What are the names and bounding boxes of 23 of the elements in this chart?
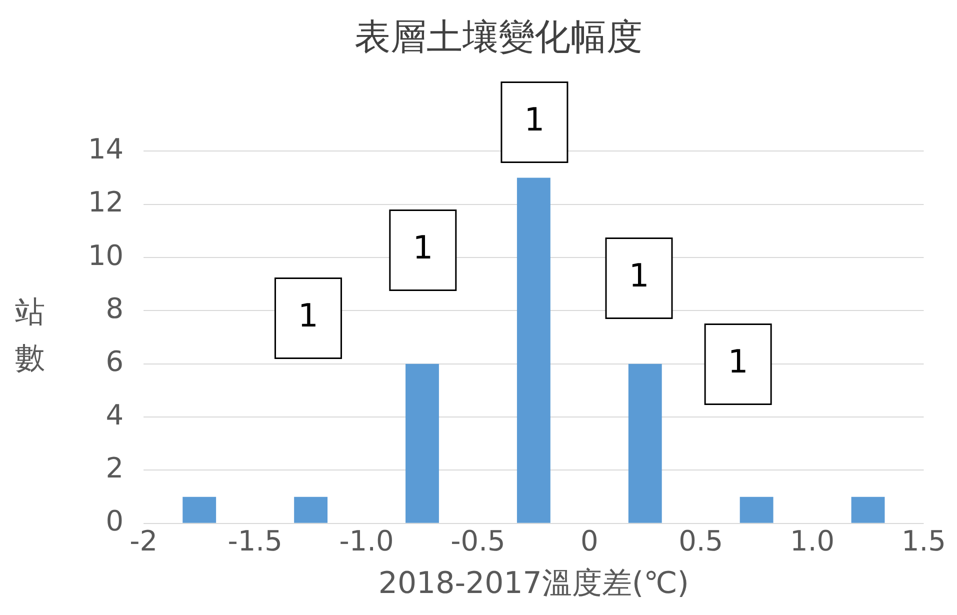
x-tick-label: 1.0	[790, 524, 835, 558]
annotation: 1	[628, 256, 650, 295]
chart-title: 表層土壤變化幅度	[354, 16, 642, 58]
annotation: 1	[298, 296, 318, 335]
y-tick-label: 10	[88, 238, 124, 272]
x-tick-label: -2	[130, 524, 158, 558]
x-axis-title: 2018-2017溫度差(℃)	[378, 566, 689, 601]
x-tick-label: -1.5	[228, 524, 282, 558]
y-tick-label: 2	[106, 452, 124, 485]
y-tick-label: 4	[106, 398, 124, 432]
annotation: 1	[412, 228, 434, 267]
x-tick-label: -1.0	[339, 524, 394, 558]
y-tick-label: 8	[106, 292, 124, 325]
x-tick-label: 0	[580, 524, 598, 558]
y-tick-label: 6	[106, 345, 124, 378]
text: 1	[524, 100, 545, 139]
y-tick-label: 12	[88, 186, 124, 219]
x-tick-label: -0.5	[450, 524, 506, 558]
x-tick-label: 0.5	[678, 524, 724, 558]
annotation: 1	[728, 342, 748, 381]
y-tick-label: 14	[88, 132, 124, 166]
y-axis-title: 站數	[15, 295, 45, 376]
x-tick-label: 1.5	[901, 524, 946, 558]
